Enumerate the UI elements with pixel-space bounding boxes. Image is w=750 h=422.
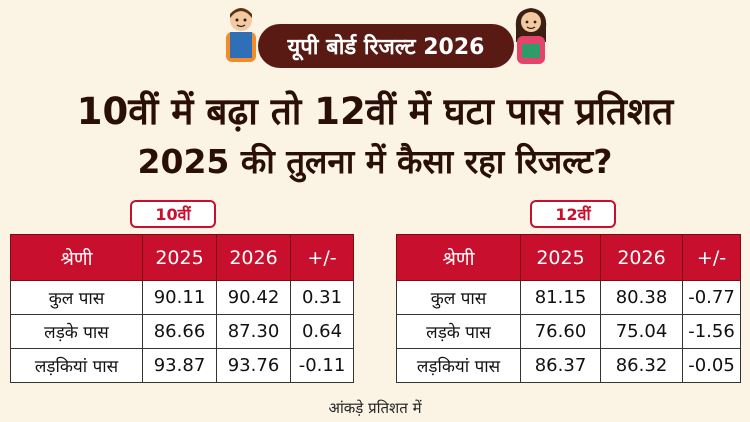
table-header-row: श्रेणी 2025 2026 +/- [10, 234, 354, 281]
value-cell: 75.04 [600, 314, 683, 349]
class-10-result-table: श्रेणी 2025 2026 +/- कुल पास 90.11 90.42… [10, 234, 354, 383]
value-cell: 81.15 [520, 280, 601, 315]
value-cell: 93.76 [216, 348, 291, 383]
table-row: कुल पास 90.11 90.42 0.31 [10, 280, 354, 315]
column-header: श्रेणी [396, 234, 521, 281]
column-header: +/- [682, 234, 741, 281]
table-row: लड़कियां पास 86.37 86.32 -0.05 [396, 348, 741, 383]
value-cell: 87.30 [216, 314, 291, 349]
student-girl-icon [515, 8, 547, 64]
value-cell: 86.32 [600, 348, 683, 383]
column-header: +/- [290, 234, 354, 281]
student-boy-icon [226, 8, 256, 62]
column-header: 2025 [142, 234, 217, 281]
value-cell: 86.66 [142, 314, 217, 349]
category-cell: लड़कियां पास [396, 348, 521, 383]
table-row: कुल पास 81.15 80.38 -0.77 [396, 280, 741, 315]
headline-line-2: 2025 की तुलना में कैसा रहा रिजल्ट? [137, 142, 613, 181]
change-cell: 0.31 [290, 280, 354, 315]
class-12-tag: 12वीं [530, 200, 616, 228]
value-cell: 90.42 [216, 280, 291, 315]
column-header: 2026 [600, 234, 683, 281]
change-cell: -0.77 [682, 280, 741, 315]
table-header-row: श्रेणी 2025 2026 +/- [396, 234, 741, 281]
category-cell: कुल पास [10, 280, 143, 315]
change-cell: -1.56 [682, 314, 741, 349]
category-cell: लड़कियां पास [10, 348, 143, 383]
column-header: श्रेणी [10, 234, 143, 281]
table-row: लड़के पास 86.66 87.30 0.64 [10, 314, 354, 349]
table-row: लड़के पास 76.60 75.04 -1.56 [396, 314, 741, 349]
category-cell: कुल पास [396, 280, 521, 315]
class-10-tag: 10वीं [130, 200, 216, 228]
table-row: लड़कियां पास 93.87 93.76 -0.11 [10, 348, 354, 383]
value-cell: 76.60 [520, 314, 601, 349]
value-cell: 86.37 [520, 348, 601, 383]
value-cell: 93.87 [142, 348, 217, 383]
change-cell: -0.11 [290, 348, 354, 383]
category-cell: लड़के पास [396, 314, 521, 349]
footnote: आंकड़े प्रतिशत में [328, 399, 422, 417]
board-result-banner: यूपी बोर्ड रिजल्ट 2026 [258, 24, 514, 68]
headline-line-1: 10वीं में बढ़ा तो 12वीं में घटा पास प्रत… [76, 90, 674, 133]
value-cell: 80.38 [600, 280, 683, 315]
value-cell: 90.11 [142, 280, 217, 315]
column-header: 2026 [216, 234, 291, 281]
change-cell: -0.05 [682, 348, 741, 383]
column-header: 2025 [520, 234, 601, 281]
category-cell: लड़के पास [10, 314, 143, 349]
class-12-result-table: श्रेणी 2025 2026 +/- कुल पास 81.15 80.38… [396, 234, 741, 383]
change-cell: 0.64 [290, 314, 354, 349]
